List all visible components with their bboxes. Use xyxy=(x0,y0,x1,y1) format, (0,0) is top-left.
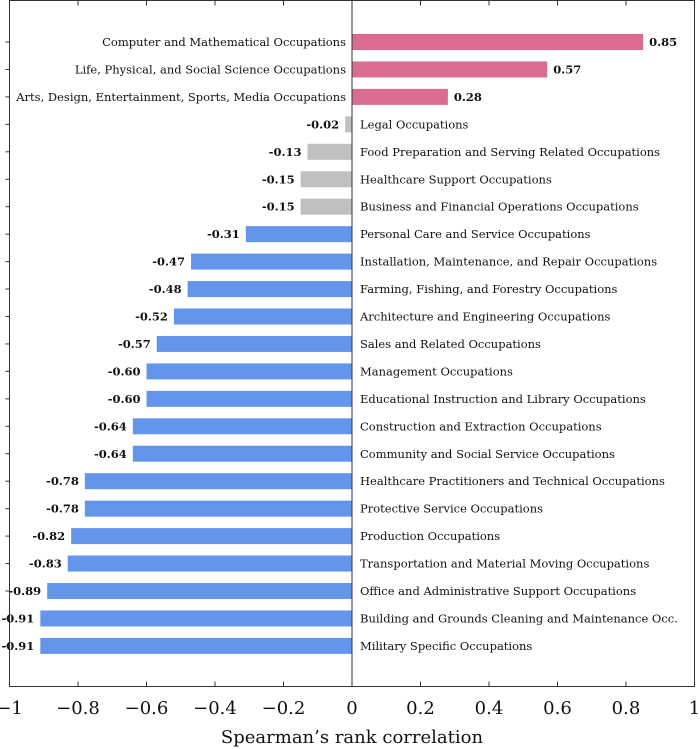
category-label: Installation, Maintenance, and Repair Oc… xyxy=(360,255,657,269)
category-label: Transportation and Material Moving Occup… xyxy=(360,557,649,571)
bar xyxy=(146,390,352,407)
value-label: -0.60 xyxy=(108,392,141,406)
value-label: -0.91 xyxy=(2,611,35,625)
x-tick-label: 0.4 xyxy=(475,698,504,719)
bar xyxy=(40,637,352,654)
x-tick-label: −0.8 xyxy=(56,698,100,719)
bar xyxy=(345,116,352,133)
category-label: Construction and Extraction Occupations xyxy=(360,419,602,433)
category-label: Military Specific Occupations xyxy=(360,639,532,653)
value-label: -0.47 xyxy=(152,255,185,269)
bar xyxy=(67,555,352,572)
category-label: Building and Grounds Cleaning and Mainte… xyxy=(360,611,678,625)
value-label: -0.52 xyxy=(135,310,168,324)
bar xyxy=(191,253,352,270)
value-label: -0.78 xyxy=(46,474,79,488)
x-tick-label: −0.2 xyxy=(262,698,306,719)
x-tick-label: 0 xyxy=(346,698,357,719)
value-label: -0.31 xyxy=(207,227,240,241)
bar xyxy=(300,198,352,215)
x-tick-label: 0.6 xyxy=(543,698,572,719)
bar xyxy=(156,335,352,352)
bar xyxy=(132,445,352,462)
value-label: -0.64 xyxy=(94,447,127,461)
value-label: -0.02 xyxy=(306,117,339,131)
category-label: Sales and Related Occupations xyxy=(360,337,541,351)
bar xyxy=(245,226,352,243)
value-label: -0.15 xyxy=(262,200,295,214)
value-label: -0.83 xyxy=(29,557,62,571)
value-label: -0.48 xyxy=(149,282,182,296)
bar xyxy=(352,61,548,78)
bar xyxy=(173,308,352,325)
category-label: Management Occupations xyxy=(360,364,513,378)
bars-group xyxy=(40,34,644,654)
value-label: -0.13 xyxy=(269,145,302,159)
bar xyxy=(71,528,353,545)
category-label: Business and Financial Operations Occupa… xyxy=(360,200,639,214)
category-label: Arts, Design, Entertainment, Sports, Med… xyxy=(15,90,346,104)
category-label: Protective Service Occupations xyxy=(360,502,543,516)
category-label: Healthcare Support Occupations xyxy=(360,172,552,186)
value-label: -0.91 xyxy=(2,639,35,653)
value-label: -0.60 xyxy=(108,364,141,378)
bar xyxy=(352,34,644,50)
value-label: -0.89 xyxy=(8,584,41,598)
value-label: -0.78 xyxy=(46,502,79,516)
bar xyxy=(84,473,352,490)
value-label: 0.28 xyxy=(454,90,482,104)
value-label: -0.15 xyxy=(262,172,295,186)
category-label: Community and Social Service Occupations xyxy=(360,447,615,461)
bar xyxy=(146,363,352,380)
x-axis: −1 −0.8 −0.6 −0.4 −0.2 0 0.2 0.4 0.6 0.8 1 xyxy=(0,0,700,719)
category-label: Office and Administrative Support Occupa… xyxy=(360,584,636,598)
category-label: Life, Physical, and Social Science Occup… xyxy=(75,62,346,76)
x-tick-label: −0.6 xyxy=(125,698,169,719)
category-label: Food Preparation and Serving Related Occ… xyxy=(360,145,660,159)
bar xyxy=(352,88,448,105)
x-tick-label: 0.2 xyxy=(406,698,435,719)
value-label: 0.85 xyxy=(649,35,677,49)
labels-group: Computer and Mathematical Occupations 0.8… xyxy=(2,35,678,653)
bar xyxy=(300,171,352,188)
category-label: Educational Instruction and Library Occu… xyxy=(360,392,646,406)
value-label: 0.57 xyxy=(553,62,581,76)
category-label: Farming, Fishing, and Forestry Occupatio… xyxy=(360,282,618,296)
bar xyxy=(187,281,352,298)
bar xyxy=(84,500,352,517)
x-tick-label: 0.8 xyxy=(612,698,641,719)
x-axis-title: Spearman’s rank correlation xyxy=(221,727,484,748)
category-label: Healthcare Practitioners and Technical O… xyxy=(360,474,665,488)
x-tick-label: −0.4 xyxy=(193,698,237,719)
value-label: -0.64 xyxy=(94,419,127,433)
bar xyxy=(132,418,352,435)
bar xyxy=(47,583,353,599)
x-tick-label: −1 xyxy=(0,698,23,719)
value-label: -0.82 xyxy=(32,529,65,543)
category-label: Production Occupations xyxy=(360,529,500,543)
category-label: Personal Care and Service Occupations xyxy=(360,227,591,241)
category-label: Computer and Mathematical Occupations xyxy=(102,35,346,49)
bar xyxy=(40,610,352,627)
value-label: -0.57 xyxy=(118,337,151,351)
category-label: Architecture and Engineering Occupations xyxy=(359,310,610,324)
bar xyxy=(307,143,352,160)
category-label: Legal Occupations xyxy=(360,117,469,131)
x-tick-label: 1 xyxy=(689,698,700,719)
